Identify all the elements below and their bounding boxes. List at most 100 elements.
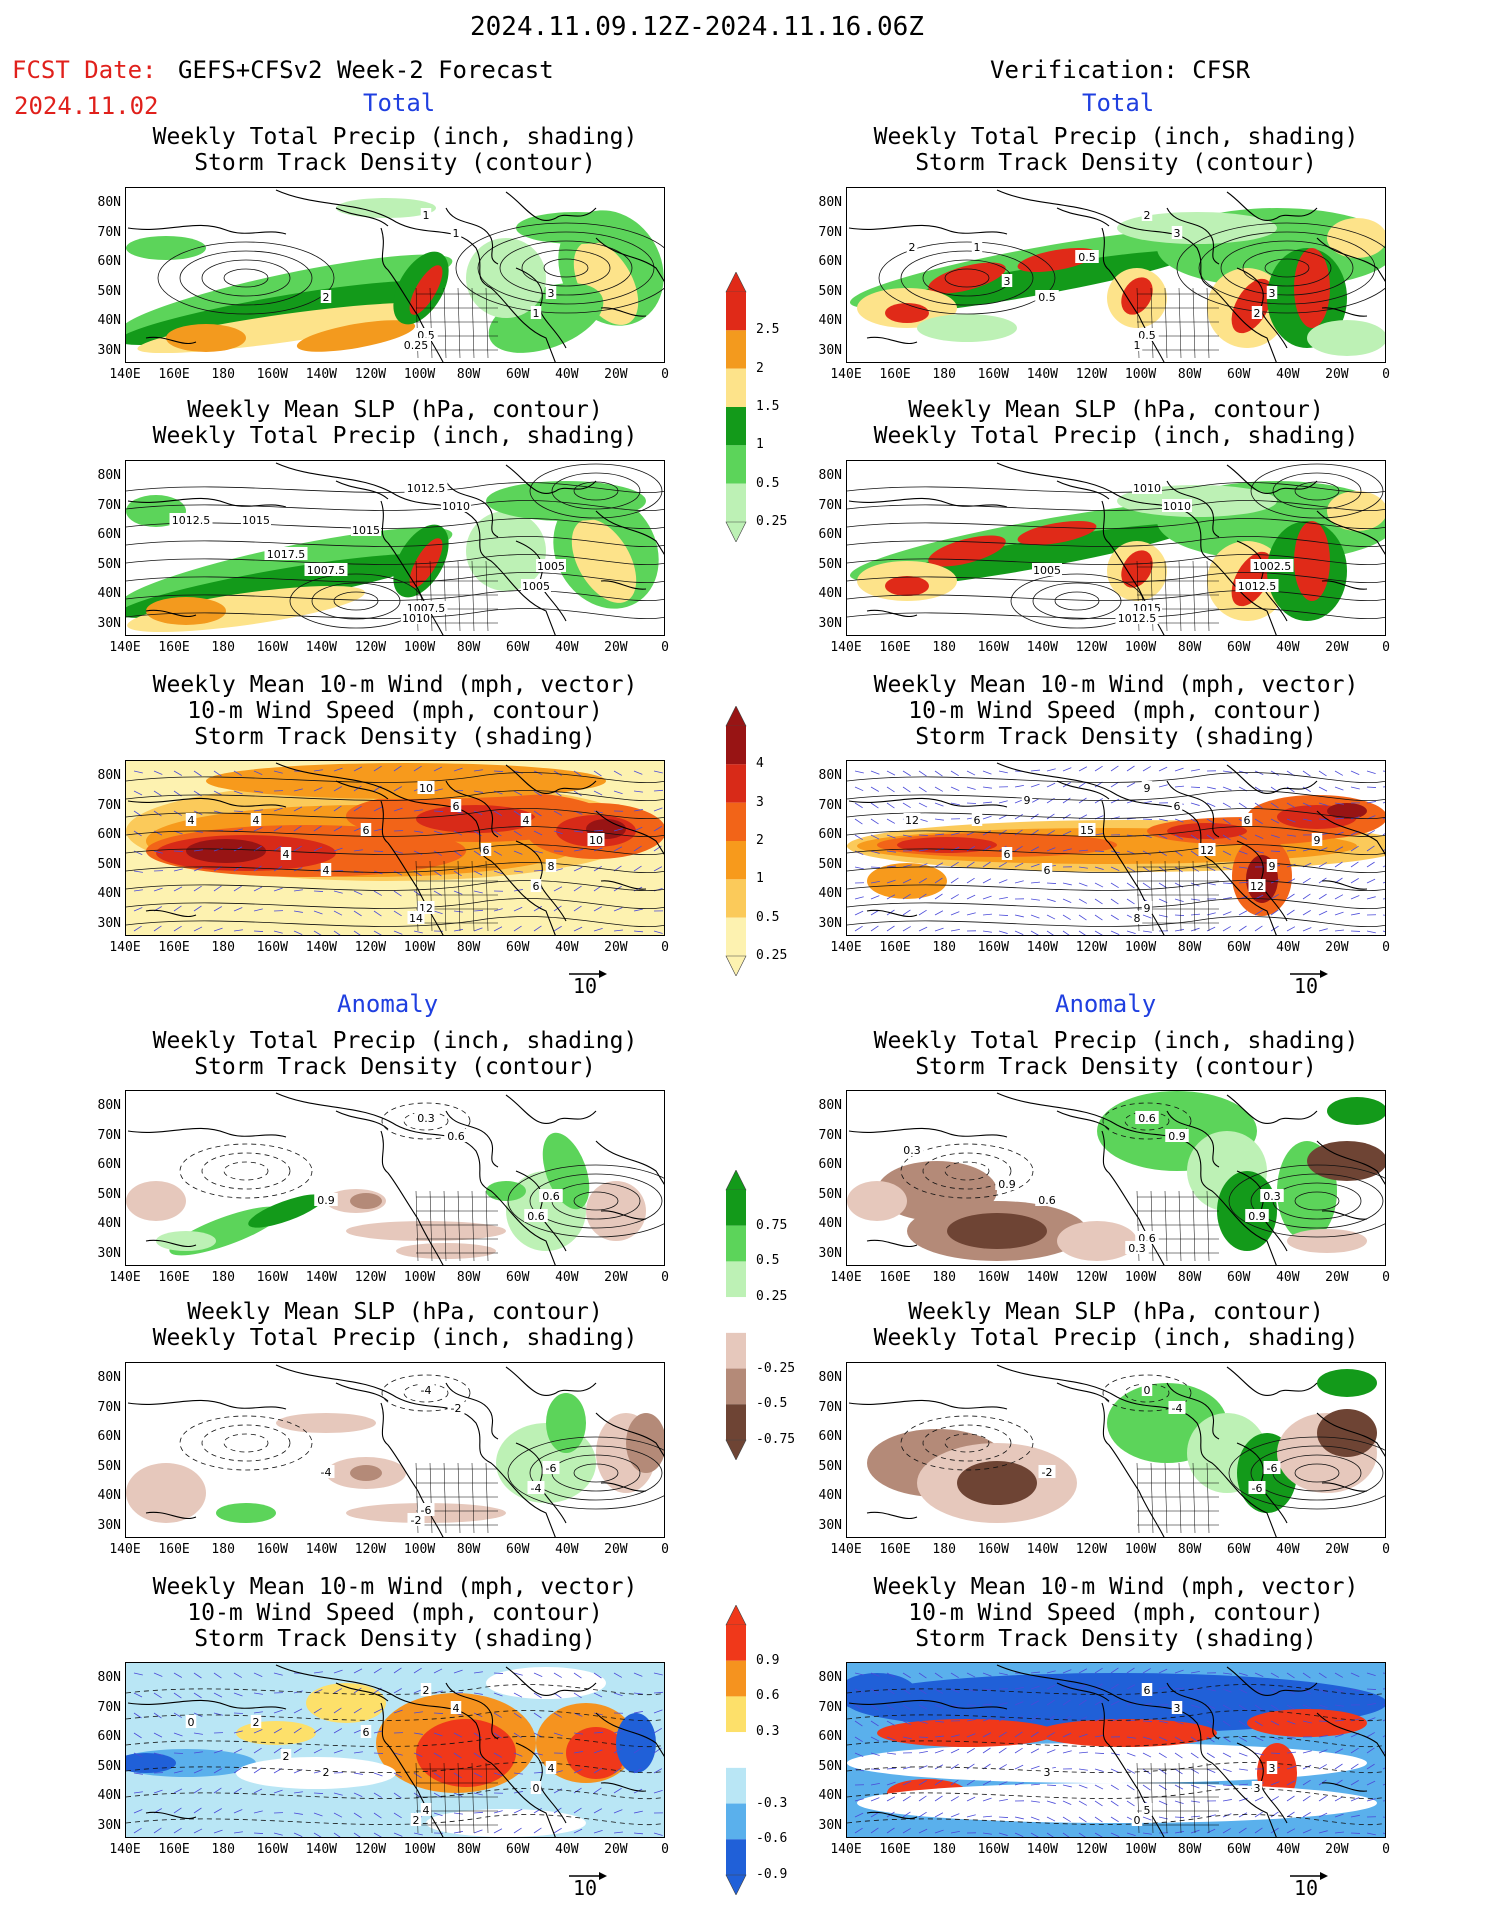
lon-tick-label: 40W	[1276, 367, 1300, 382]
contour-label: 1010	[442, 500, 470, 513]
contour-label: 14	[409, 912, 423, 925]
contour-label: 0	[1134, 1814, 1141, 1827]
contour-label: 12	[905, 814, 919, 827]
lat-tick-label: 80N	[97, 468, 121, 483]
lat-tick-label: 50N	[97, 556, 121, 572]
contour-label: 2	[1144, 209, 1151, 222]
lon-tick-label: 120W	[354, 1542, 387, 1557]
contour-label: 0	[1144, 1384, 1151, 1397]
lon-tick-label: 120W	[354, 367, 387, 382]
colorbar-tick-label: 1	[756, 871, 764, 887]
vector-reference-arrow	[567, 964, 607, 978]
lon-tick-label: 120W	[1075, 1842, 1108, 1857]
panel-title-line: Storm Track Density (shading)	[194, 1626, 596, 1652]
colorbar-tick-label: 0.6	[756, 1688, 780, 1704]
contour-label: -2	[1042, 1466, 1053, 1479]
lon-tick-label: 160W	[977, 367, 1009, 382]
contour-label: 6	[1004, 848, 1011, 861]
lon-tick-label: 0	[661, 940, 669, 955]
contour-label: 1	[453, 227, 460, 240]
lat-tick-label: 70N	[97, 497, 121, 513]
lon-tick-label: 60W	[1226, 1542, 1251, 1557]
lat-tick-label: 30N	[97, 1245, 121, 1261]
lon-tick-label: 140E	[830, 940, 862, 955]
lat-tick-label: 60N	[97, 254, 121, 269]
lon-tick-label: 100W	[403, 367, 436, 382]
contour-label: 3	[1044, 1766, 1051, 1779]
lon-tick-label: 120W	[1075, 1542, 1108, 1557]
contour-label: 1012.5	[1118, 612, 1157, 625]
section-anomaly-right: Anomaly	[1055, 990, 1157, 1018]
contour-label: 0.9	[1248, 1210, 1266, 1223]
lon-tick-label: 160E	[158, 640, 190, 655]
lat-tick-label: 60N	[97, 1157, 121, 1172]
lon-tick-label: 40W	[1276, 940, 1300, 955]
lon-tick-label: 120W	[1075, 940, 1108, 955]
lon-tick-label: 0	[1382, 1842, 1390, 1857]
lon-tick-label: 20W	[1325, 1270, 1349, 1285]
contour-label: 0.25	[404, 339, 429, 352]
lon-tick-label: 160E	[158, 1270, 190, 1285]
colorbar-tick-label: 0.5	[756, 1253, 780, 1269]
lon-tick-label: 60W	[1226, 367, 1251, 382]
lon-tick-label: 180	[211, 1842, 235, 1857]
lat-tick-label: 70N	[97, 1699, 121, 1715]
contour-label: 2	[1254, 307, 1261, 320]
lon-tick-label: 140W	[1026, 367, 1059, 382]
lat-tick-label: 40N	[818, 313, 842, 328]
panel-title-line: Weekly Mean 10-m Wind (mph, vector)	[873, 1574, 1359, 1600]
lat-tick-label: 80N	[818, 195, 842, 210]
lat-tick-label: 80N	[818, 1098, 842, 1113]
colorbar-tick-label: 0.25	[756, 1289, 788, 1305]
panel-title-precipAnomFc: Weekly Total Precip (inch, shading) Storm…	[85, 1028, 705, 1080]
lon-tick-label: 100W	[403, 1842, 436, 1857]
panel-title-line: Weekly Mean SLP (hPa, contour)	[908, 1299, 1324, 1325]
lon-tick-label: 140W	[305, 1270, 338, 1285]
lon-tick-label: 40W	[555, 640, 579, 655]
lon-tick-label: 180	[211, 940, 235, 955]
lon-tick-label: 160E	[158, 367, 190, 382]
contour-label: -6	[1252, 1482, 1263, 1495]
lon-tick-label: 100W	[1124, 940, 1157, 955]
lon-tick-label: 60W	[505, 640, 530, 655]
lon-tick-label: 160W	[256, 1270, 288, 1285]
contour-label: 0.9	[317, 1194, 335, 1207]
vector-reference-arrow	[567, 1866, 607, 1880]
panel-title-line: 10-m Wind Speed (mph, contour)	[187, 1600, 603, 1626]
lon-tick-label: 140E	[109, 1542, 141, 1557]
lat-tick-label: 40N	[818, 586, 842, 601]
contour-label: 2	[323, 291, 330, 304]
lon-tick-label: 140W	[305, 1842, 338, 1857]
lon-tick-label: 140W	[305, 367, 338, 382]
panel-title-slpAnomOb: Weekly Mean SLP (hPa, contour) Weekly Tot…	[806, 1299, 1426, 1351]
lon-tick-label: 140E	[109, 640, 141, 655]
contour-label: 9	[1024, 794, 1031, 807]
lat-tick-label: 50N	[97, 1186, 121, 1202]
contour-label: 6	[1144, 1684, 1151, 1697]
colorbar-tick-label: 2	[756, 360, 764, 376]
panel-title-line: Weekly Mean SLP (hPa, contour)	[187, 397, 603, 423]
lon-tick-label: 20W	[604, 1842, 628, 1857]
vector-reference-label: 10	[1294, 974, 1319, 998]
lon-tick-label: 140W	[305, 1542, 338, 1557]
contour-label: 6	[1244, 814, 1251, 827]
lon-tick-label: 120W	[354, 1270, 387, 1285]
contour-label: 3	[1174, 227, 1181, 240]
colorbar-tick-label: 4	[756, 756, 764, 772]
contour-label: 1010	[402, 612, 430, 625]
lat-tick-label: 60N	[818, 1429, 842, 1444]
lat-tick-label: 60N	[97, 527, 121, 542]
lon-tick-label: 180	[211, 1270, 235, 1285]
lat-tick-label: 50N	[97, 856, 121, 872]
lon-tick-label: 0	[1382, 1270, 1390, 1285]
colorbar-tick-label: 2	[756, 833, 764, 848]
contour-label: -2	[411, 1514, 422, 1527]
contour-label: 3	[1174, 1702, 1181, 1715]
panel-title-windTotalOb: Weekly Mean 10-m Wind (mph, vector) 10-m …	[806, 672, 1426, 750]
colorbar-storm-total	[716, 705, 756, 977]
lon-tick-label: 20W	[1325, 367, 1349, 382]
contour-label: 2	[253, 1716, 260, 1729]
lat-tick-label: 70N	[818, 1699, 842, 1715]
lon-tick-label: 160E	[158, 1542, 190, 1557]
